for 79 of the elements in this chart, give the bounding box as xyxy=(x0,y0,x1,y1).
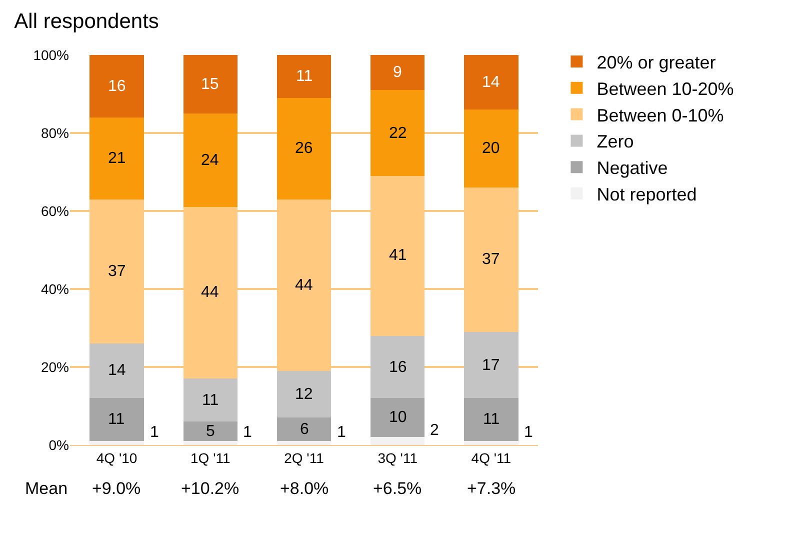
data-label: 15 xyxy=(201,76,219,93)
bar xyxy=(464,398,518,442)
x-tick-label: 3Q '11 xyxy=(378,450,418,466)
bar xyxy=(183,114,238,208)
data-label: 37 xyxy=(482,251,500,268)
bar xyxy=(276,418,332,442)
data-label: 17 xyxy=(482,357,500,374)
data-label: 6 xyxy=(300,421,309,438)
legend-label: 20% or greater xyxy=(596,52,716,73)
x-tick-label: 1Q '11 xyxy=(190,450,230,466)
data-label: 14 xyxy=(482,74,500,91)
x-tick-label: 4Q '10 xyxy=(96,450,138,466)
data-label: 22 xyxy=(389,125,407,142)
text: Mean xyxy=(25,479,68,498)
data-label: 24 xyxy=(201,152,219,169)
data-label: 41 xyxy=(389,247,407,264)
legend-label: Zero xyxy=(596,132,634,152)
bar xyxy=(370,398,425,438)
y-tick-label: 20% xyxy=(40,358,69,375)
data-label: 1 xyxy=(337,424,346,441)
bar xyxy=(370,437,425,445)
bar xyxy=(183,55,238,114)
bar xyxy=(370,90,425,176)
bar xyxy=(276,441,332,445)
text: +9.0% xyxy=(92,479,141,498)
bar xyxy=(464,110,518,188)
y-tick-label: 40% xyxy=(40,280,69,297)
bar xyxy=(464,55,518,110)
data-label: 44 xyxy=(295,277,313,294)
data-label: 16 xyxy=(389,359,407,376)
data-label: 10 xyxy=(389,409,407,426)
bar xyxy=(464,441,518,445)
legend-label: Negative xyxy=(596,158,668,178)
bar xyxy=(90,55,144,118)
bar xyxy=(183,441,238,445)
bar xyxy=(183,378,238,422)
data-label: 11 xyxy=(483,411,500,428)
bar xyxy=(370,336,425,398)
data-label: 9 xyxy=(393,64,402,81)
bar xyxy=(183,422,238,442)
text: +8.0% xyxy=(280,479,329,498)
data-label: 1 xyxy=(524,424,533,441)
data-label: 26 xyxy=(295,140,313,157)
y-tick-label: 60% xyxy=(40,202,69,219)
bar xyxy=(90,117,144,200)
data-label: 14 xyxy=(108,362,126,379)
legend-label: Between 10-20% xyxy=(596,78,734,99)
legend-label: Between 0-10% xyxy=(596,105,724,126)
bar xyxy=(276,98,332,200)
data-label: 21 xyxy=(108,150,126,167)
bar xyxy=(90,441,144,445)
data-label: 12 xyxy=(295,386,313,403)
y-tick-label: 0% xyxy=(48,436,69,453)
bar xyxy=(90,398,144,442)
chart-title: All respondents xyxy=(14,10,159,34)
y-tick-label: 100% xyxy=(33,46,69,63)
text: +7.3% xyxy=(467,479,516,498)
data-label: 1 xyxy=(243,424,252,441)
bar xyxy=(90,344,144,398)
y-tick-label: 80% xyxy=(40,124,69,141)
data-label: 44 xyxy=(201,284,219,301)
data-label: 37 xyxy=(108,263,126,280)
data-label: 11 xyxy=(202,392,219,409)
data-label: 20 xyxy=(482,140,500,157)
x-tick-label: 4Q '11 xyxy=(471,450,512,466)
bar xyxy=(276,370,332,418)
text: +10.2% xyxy=(181,479,240,498)
data-label: 2 xyxy=(430,422,439,439)
text: +6.5% xyxy=(373,479,422,498)
data-label: 5 xyxy=(206,423,215,440)
x-tick-label: 2Q '11 xyxy=(284,450,324,466)
data-label: 11 xyxy=(296,68,313,85)
data-label: 1 xyxy=(150,424,159,441)
legend-label: Not reported xyxy=(596,184,697,205)
bar xyxy=(464,332,518,398)
bar xyxy=(276,55,332,98)
bar xyxy=(370,55,425,90)
data-label: 11 xyxy=(108,411,125,428)
data-label: 16 xyxy=(108,78,126,95)
